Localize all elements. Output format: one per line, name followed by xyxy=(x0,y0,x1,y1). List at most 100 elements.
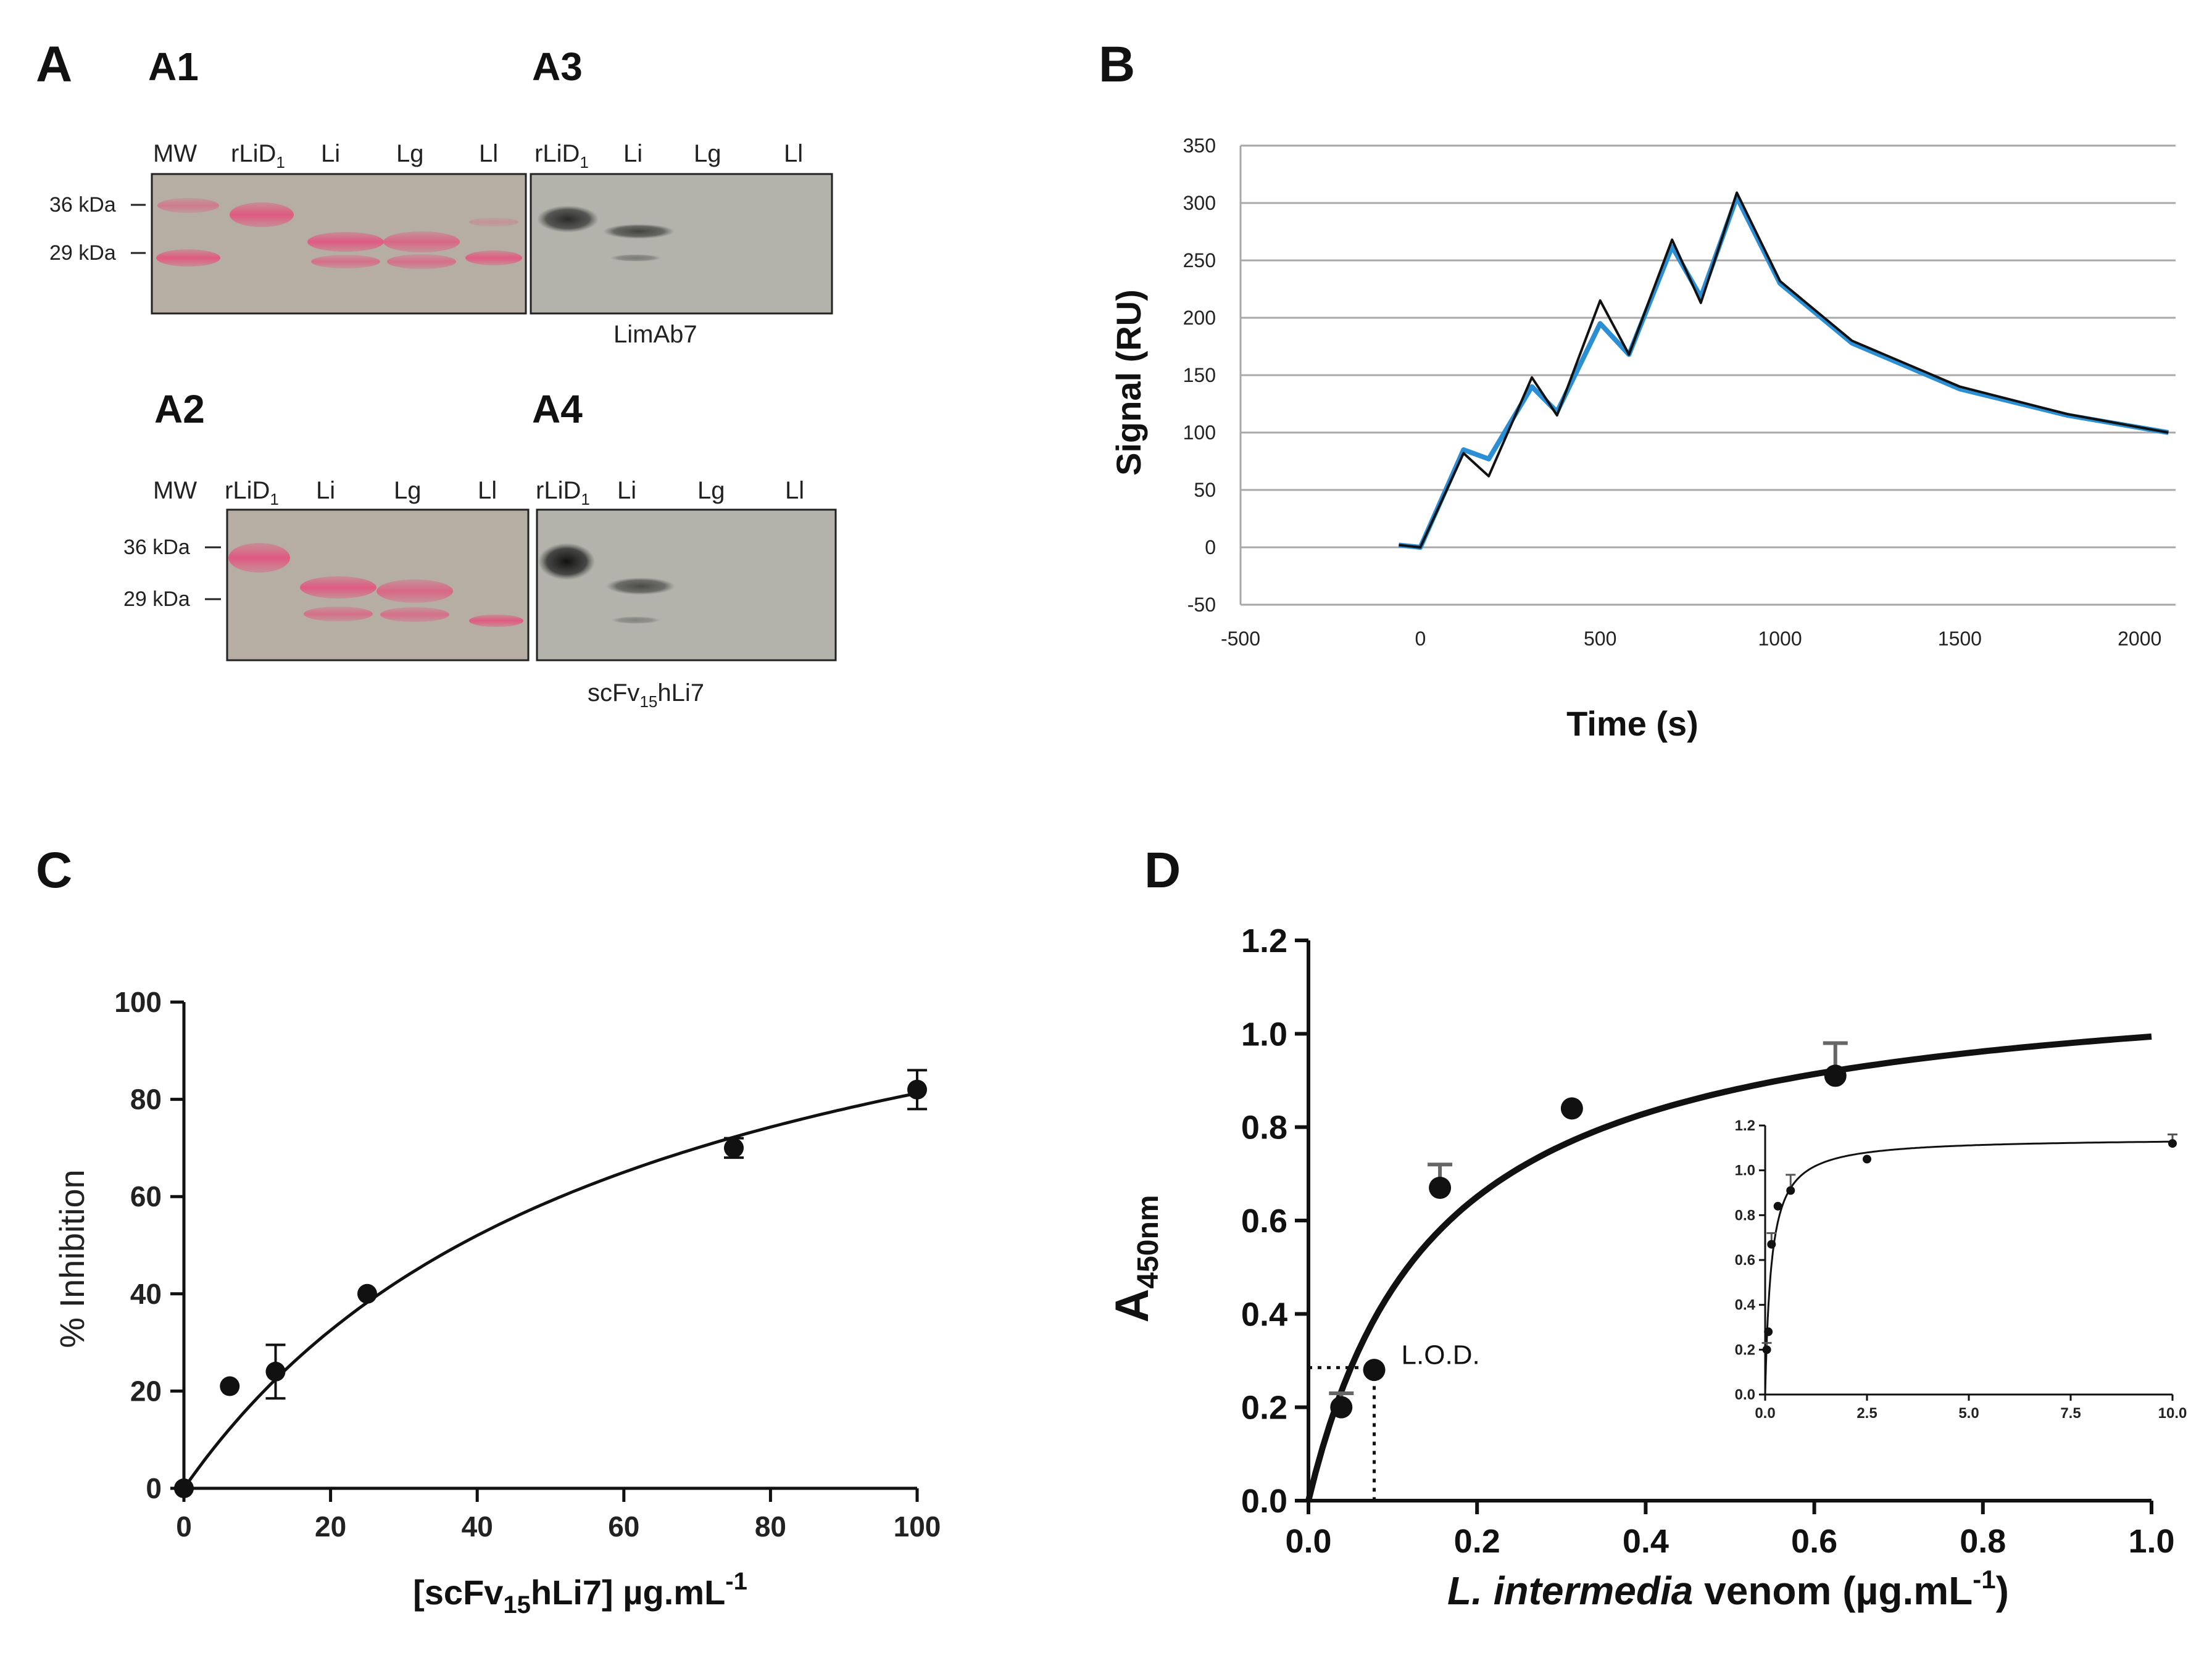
blot-a3 xyxy=(530,173,833,315)
inset-ytick-label: 0.0 xyxy=(1735,1387,1755,1403)
lane-label-rlid1: rLiD1 xyxy=(534,140,589,172)
mw-marker-29: 29 kDa xyxy=(49,241,116,265)
chart-c-xtick-label: 80 xyxy=(755,1511,786,1543)
chart-b-xlabel: Time (s) xyxy=(1566,704,1698,743)
chart-b-xtick-label: 1000 xyxy=(1758,628,1802,650)
lane-label-rlid: rLiD xyxy=(231,140,276,167)
band-a1-li-lower xyxy=(311,255,380,268)
band-a1-li-upper xyxy=(307,232,384,252)
chart-c-xtick-label: 100 xyxy=(894,1511,941,1543)
lane-label-ll: Ll xyxy=(784,140,803,167)
blot-a4-caption: scFv15hLi7 xyxy=(588,679,704,711)
blot-a2-label: A2 xyxy=(154,387,205,431)
chart-c-xtick-label: 60 xyxy=(608,1511,639,1543)
c-xlabel-part: [scFv xyxy=(413,1573,503,1612)
inset-ytick-label: 0.2 xyxy=(1735,1341,1755,1358)
lane-label-rlid: rLiD xyxy=(534,140,580,167)
band-a2-li-lower xyxy=(304,607,373,621)
chart-d-ytick-label: 0.4 xyxy=(1241,1296,1287,1333)
panel-b-label: B xyxy=(1099,36,1135,93)
caption-scfv-sub: 15 xyxy=(639,692,657,711)
inset-point xyxy=(1764,1327,1773,1337)
blot-a4 xyxy=(536,508,837,661)
chart-c-ytick-label: 20 xyxy=(130,1375,162,1407)
c-xlabel-sub: 15 xyxy=(503,1591,531,1619)
chart-d-inset: 0.0 0.2 0.4 0.6 0.8 1.0 1.2 0.0 2.5 5.0 7.5 10.0 xyxy=(1735,1117,2187,1422)
membrane-a2 xyxy=(226,508,530,661)
a2-mw-markers: 36 kDa 29 kDa xyxy=(123,536,221,611)
band-a1-lg-lower xyxy=(387,254,456,269)
d-xlabel-part: venom (µg.mL xyxy=(1693,1569,1973,1613)
chart-b-ytick-label: 350 xyxy=(1183,135,1216,157)
inset-point xyxy=(1863,1154,1871,1164)
band-a2-rlid1 xyxy=(228,543,290,573)
chart-b-series-measured xyxy=(1398,194,2169,550)
chart-d-xtick-label: 0.4 xyxy=(1623,1523,1669,1560)
a4-lane-labels: rLiD1 Li Lg Ll xyxy=(536,477,804,508)
inset-point xyxy=(1786,1186,1795,1195)
chart-b-ytick-label: 250 xyxy=(1183,249,1216,271)
chart-b-ytick-label: 150 xyxy=(1183,364,1216,386)
lane-label-li: Li xyxy=(623,140,642,167)
chart-d-ylabel: A450nm xyxy=(1106,1195,1165,1323)
chart-c-ylabel: % Inhibition xyxy=(52,1169,91,1348)
band-a2-li-upper xyxy=(300,576,376,599)
band-a4-li-lower xyxy=(611,616,660,624)
lane-label-ll: Ll xyxy=(785,477,804,504)
inset-xtick-label: 2.5 xyxy=(1856,1405,1877,1422)
chart-d-xtick-label: 0.8 xyxy=(1960,1523,2006,1560)
lane-label-sub: 1 xyxy=(270,490,278,508)
inset-xtick-label: 7.5 xyxy=(2060,1405,2081,1422)
band-a1-ll xyxy=(465,251,522,265)
chart-c-ytick-label: 80 xyxy=(130,1084,162,1116)
chart-c-point xyxy=(174,1478,194,1498)
chart-c-point xyxy=(265,1361,286,1382)
inset-xtick-label: 5.0 xyxy=(1958,1405,1979,1422)
inset-point xyxy=(2168,1139,2177,1148)
band-a1-lg-upper xyxy=(383,231,460,252)
chart-b-series-fit xyxy=(1399,191,2169,549)
band-a2-lg-upper xyxy=(376,579,453,603)
chart-d-lod-label: L.O.D. xyxy=(1402,1340,1480,1370)
lane-label-sub: 1 xyxy=(276,153,285,172)
chart-d-ytick-label: 0.0 xyxy=(1241,1483,1287,1520)
band-a2-ll xyxy=(469,615,523,627)
chart-c-xlabel: [scFv15hLi7] µg.mL-1 xyxy=(413,1568,747,1619)
mw-marker-36: 36 kDa xyxy=(123,536,190,559)
chart-d-ytick-label: 0.2 xyxy=(1241,1390,1287,1427)
d-ylabel-sub: 450nm xyxy=(1132,1195,1165,1289)
a1-lane-labels: MW rLiD1 Li Lg Ll xyxy=(153,140,498,172)
band-a4-rlid1 xyxy=(538,543,595,580)
lane-label-lg: Lg xyxy=(697,477,725,504)
chart-c-xtick-label: 20 xyxy=(315,1511,346,1543)
chart-d: 0.0 0.2 0.4 0.6 0.8 1.0 1.2 0.0 0.2 0.4 0.6 0.8 1.0 L… xyxy=(1241,922,2187,1560)
chart-d-xtick-label: 0.6 xyxy=(1791,1523,1837,1560)
caption-scfv: scFv xyxy=(588,679,639,707)
lane-label-mw: MW xyxy=(153,140,197,167)
inset-ytick-label: 1.0 xyxy=(1735,1163,1755,1179)
d-xlabel-italic: L. intermedia xyxy=(1447,1569,1693,1613)
blot-a2 xyxy=(226,508,530,661)
blot-a1-label: A1 xyxy=(148,44,199,89)
inset-ytick-label: 0.4 xyxy=(1735,1297,1756,1314)
chart-c-point xyxy=(357,1283,377,1304)
lane-label-lg: Lg xyxy=(396,140,424,167)
inset-point xyxy=(1762,1345,1771,1354)
panel-a-label: A xyxy=(36,36,72,93)
lane-label-ll: Ll xyxy=(479,140,498,167)
c-xlabel-part: hLi7] µg.mL xyxy=(531,1573,725,1612)
inset-ytick-label: 0.6 xyxy=(1735,1252,1755,1269)
chart-d-xtick-label: 0.2 xyxy=(1454,1523,1500,1560)
chart-d-point xyxy=(1363,1359,1386,1382)
chart-b-ytick-label: -50 xyxy=(1187,594,1216,616)
chart-c-ytick-label: 60 xyxy=(130,1180,162,1212)
band-a2-lg-lower xyxy=(380,607,449,622)
chart-d-fit-curve xyxy=(1305,1033,2152,1502)
panel-d-label: D xyxy=(1144,842,1181,898)
chart-d-xtick-label: 0.0 xyxy=(1285,1523,1331,1560)
panel-c-label: C xyxy=(36,842,72,898)
chart-c-ytick-label: 100 xyxy=(114,986,162,1018)
panel-a: A A1 A3 A2 A4 MW rLiD1 Li Lg Ll 36 kD xyxy=(36,36,837,711)
lane-label-li: Li xyxy=(316,477,335,504)
